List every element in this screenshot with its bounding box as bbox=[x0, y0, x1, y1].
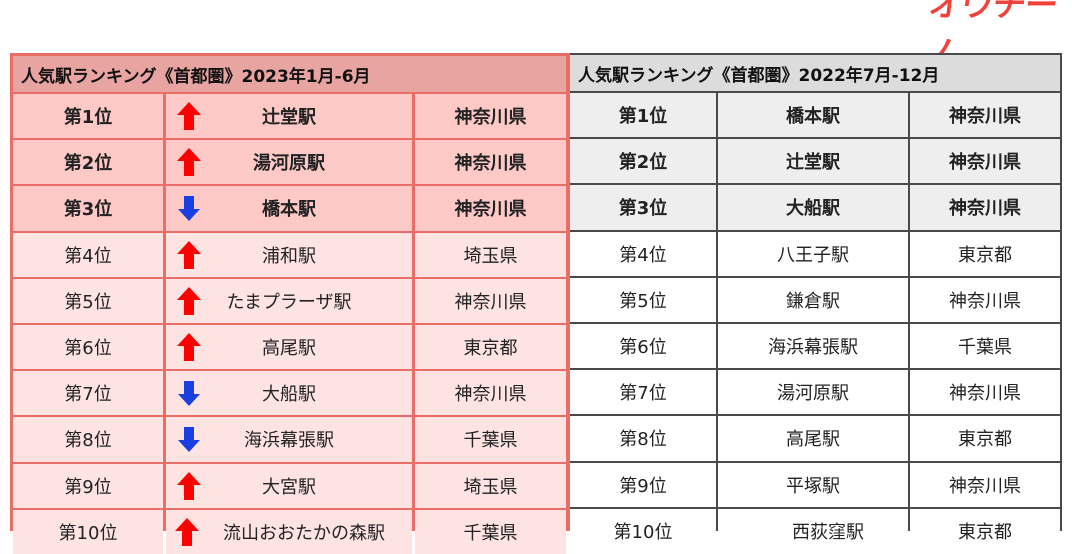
prefecture-cell: 埼玉県 bbox=[415, 232, 566, 277]
station-cell: 浦和駅 bbox=[166, 232, 412, 277]
station-cell: たまプラーザ駅 bbox=[166, 278, 412, 323]
prefecture-cell: 神奈川県 bbox=[910, 277, 1060, 322]
station-name: 海浜幕張駅 bbox=[244, 430, 334, 452]
station-name: 橋本駅 bbox=[262, 199, 316, 221]
rank-cell: 第2位 bbox=[13, 140, 163, 185]
prefecture-cell: 神奈川県 bbox=[910, 370, 1060, 415]
rank-cell: 第6位 bbox=[13, 324, 163, 370]
station-name: 流山おおたかの森駅 bbox=[223, 522, 385, 544]
station-cell: 辻堂駅 bbox=[166, 94, 412, 139]
prefecture-cell: 神奈川県 bbox=[415, 140, 566, 185]
rank-cell: 第4位 bbox=[570, 231, 716, 276]
prefecture-cell: 東京都 bbox=[910, 508, 1060, 553]
station-name: 海浜幕張駅 bbox=[768, 337, 858, 359]
arrow-up-icon bbox=[177, 240, 201, 269]
table-title: 人気駅ランキング《首都圏》2022年7月-12月 bbox=[570, 55, 1060, 91]
prefecture-cell: 東京都 bbox=[415, 324, 566, 370]
station-cell: 海浜幕張駅 bbox=[718, 323, 908, 369]
station-cell: 橋本駅 bbox=[166, 186, 412, 231]
station-cell: 湯河原駅 bbox=[718, 370, 908, 415]
station-cell: 平塚駅 bbox=[718, 462, 908, 507]
prefecture-cell: 神奈川県 bbox=[910, 185, 1060, 230]
brand-logo: オウチーノ bbox=[920, 0, 1060, 72]
station-name: 高尾駅 bbox=[786, 429, 840, 451]
rank-cell: 第7位 bbox=[570, 370, 716, 415]
rank-cell: 第5位 bbox=[570, 277, 716, 322]
station-cell: 橋本駅 bbox=[718, 93, 908, 138]
station-cell: 高尾駅 bbox=[718, 416, 908, 461]
prefecture-cell: 神奈川県 bbox=[415, 278, 566, 323]
prefecture-cell: 神奈川県 bbox=[415, 371, 566, 416]
station-name: 湯河原駅 bbox=[777, 383, 849, 405]
prefecture-cell: 千葉県 bbox=[910, 323, 1060, 369]
prefecture-cell: 神奈川県 bbox=[415, 186, 566, 231]
rank-cell: 第6位 bbox=[570, 323, 716, 369]
arrow-down-icon bbox=[178, 196, 200, 222]
station-name: 平塚駅 bbox=[786, 475, 840, 497]
station-cell: 大宮駅 bbox=[166, 463, 412, 508]
rank-cell: 第9位 bbox=[570, 462, 716, 507]
station-cell: 高尾駅 bbox=[166, 324, 412, 370]
station-cell: 鎌倉駅 bbox=[718, 277, 908, 322]
prefecture-cell: 東京都 bbox=[910, 231, 1060, 276]
station-cell: 海浜幕張駅 bbox=[166, 417, 412, 462]
prefecture-cell: 神奈川県 bbox=[910, 93, 1060, 138]
station-name: 西荻窪駅 bbox=[792, 521, 864, 543]
station-name: 湯河原駅 bbox=[253, 153, 325, 175]
station-cell: 湯河原駅 bbox=[166, 140, 412, 185]
station-name: 鎌倉駅 bbox=[786, 290, 840, 312]
station-cell: 辻堂駅 bbox=[718, 139, 908, 184]
station-cell: 八王子駅 bbox=[718, 231, 908, 276]
table-title: 人気駅ランキング《首都圏》2023年1月-6月 bbox=[13, 56, 566, 92]
arrow-up-icon bbox=[177, 148, 201, 177]
rank-cell: 第3位 bbox=[13, 186, 163, 231]
prefecture-cell: 東京都 bbox=[910, 416, 1060, 461]
prefecture-cell: 千葉県 bbox=[415, 417, 566, 462]
rank-cell: 第10位 bbox=[13, 509, 163, 554]
station-name: 八王子駅 bbox=[777, 244, 849, 266]
station-name: 高尾駅 bbox=[262, 338, 316, 360]
rank-cell: 第9位 bbox=[13, 463, 163, 508]
station-cell: 大船駅 bbox=[166, 371, 412, 416]
rank-cell: 第7位 bbox=[13, 371, 163, 416]
rank-cell: 第8位 bbox=[13, 417, 163, 462]
rank-cell: 第5位 bbox=[13, 278, 163, 323]
station-name: 橋本駅 bbox=[786, 106, 840, 128]
station-name: 浦和駅 bbox=[262, 245, 316, 267]
prefecture-cell: 千葉県 bbox=[415, 509, 566, 554]
arrow-up-icon bbox=[177, 471, 201, 500]
station-cell: 流山おおたかの森駅 bbox=[166, 509, 412, 554]
station-cell: 大船駅 bbox=[718, 185, 908, 230]
rank-cell: 第8位 bbox=[570, 416, 716, 461]
arrow-up-icon bbox=[175, 517, 199, 546]
rank-cell: 第1位 bbox=[570, 93, 716, 138]
station-name: 大宮駅 bbox=[262, 476, 316, 498]
arrow-down-icon bbox=[178, 381, 200, 407]
rank-cell: 第3位 bbox=[570, 185, 716, 230]
station-name: 大船駅 bbox=[786, 198, 840, 220]
prefecture-cell: 神奈川県 bbox=[910, 462, 1060, 507]
rank-cell: 第4位 bbox=[13, 232, 163, 277]
prefecture-cell: 埼玉県 bbox=[415, 463, 566, 508]
station-name: 大船駅 bbox=[262, 384, 316, 406]
station-name: 辻堂駅 bbox=[262, 107, 316, 129]
prefecture-cell: 神奈川県 bbox=[910, 139, 1060, 184]
rank-cell: 第2位 bbox=[570, 139, 716, 184]
arrow-up-icon bbox=[177, 286, 201, 315]
arrow-up-icon bbox=[177, 333, 201, 362]
ranking-table-2022h2: 人気駅ランキング《首都圏》2022年7月-12月 第1位 橋本駅 神奈川県 第2位 辻堂… bbox=[570, 53, 1062, 553]
station-name: たまプラーザ駅 bbox=[226, 291, 352, 313]
ranking-table-2023h1: 人気駅ランキング《首都圏》2023年1月-6月 第1位 辻堂駅 神奈川県 第2位 湯河原… bbox=[10, 53, 570, 554]
prefecture-cell: 神奈川県 bbox=[415, 94, 566, 139]
arrow-up-icon bbox=[177, 102, 201, 131]
station-name: 辻堂駅 bbox=[786, 152, 840, 174]
station-cell: 西荻窪駅 bbox=[718, 508, 908, 553]
rank-cell: 第1位 bbox=[13, 94, 163, 139]
arrow-down-icon bbox=[178, 427, 200, 453]
rank-cell: 第10位 bbox=[570, 508, 716, 553]
